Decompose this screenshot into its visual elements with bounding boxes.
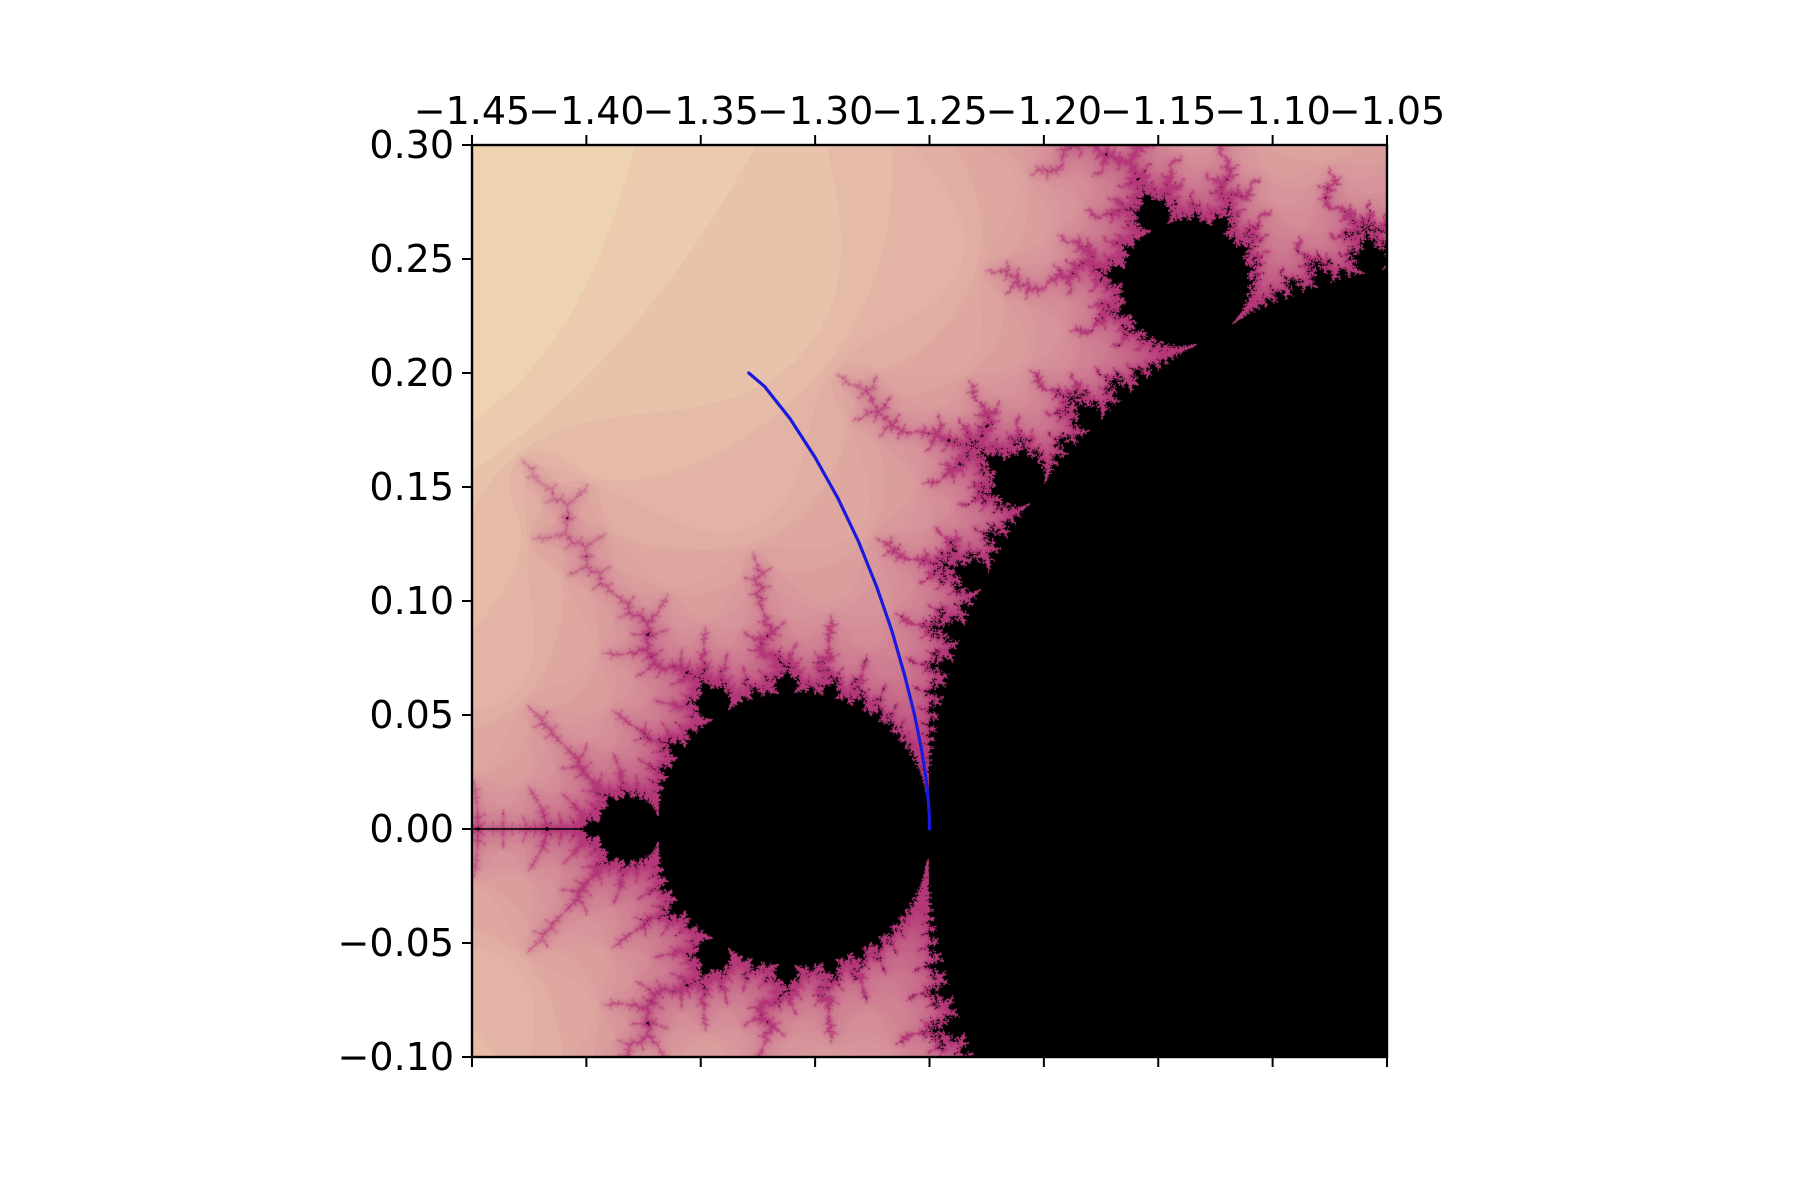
x-tick-label: −1.40	[528, 89, 644, 133]
y-tick-label: 0.20	[369, 351, 454, 395]
y-tick-label: −0.05	[338, 921, 454, 965]
y-tick-label: 0.10	[369, 579, 454, 623]
y-tick-label: 0.15	[369, 465, 454, 509]
plot-area	[470, 143, 1389, 1059]
mandelbrot-raster	[472, 145, 1387, 1057]
y-tick-label: −0.10	[338, 1035, 454, 1079]
y-tick-label: 0.25	[369, 237, 454, 281]
mandelbrot-image	[472, 145, 1387, 1057]
y-tick-label: 0.05	[369, 693, 454, 737]
x-tick-label: −1.25	[871, 89, 987, 133]
series-layer	[472, 371, 932, 831]
y-axis: 0.30 0.25 0.20 0.15 0.10 0.05 0.00 −0.05 −0.10	[338, 123, 472, 1079]
y-tick-label: 0.00	[369, 807, 454, 851]
x-tick-label: −1.20	[986, 89, 1102, 133]
x-tick-label: −1.30	[757, 89, 873, 133]
x-tick-label: −1.15	[1100, 89, 1216, 133]
y-tick-label: 0.30	[369, 123, 454, 167]
x-axis: −1.45−1.40−1.35−1.30−1.25−1.20−1.15−1.10…	[414, 89, 1445, 1067]
x-tick-label: −1.10	[1214, 89, 1330, 133]
series-curve	[747, 371, 932, 831]
x-tick-label: −1.45	[414, 89, 530, 133]
x-tick-label: −1.35	[643, 89, 759, 133]
x-tick-label: −1.05	[1329, 89, 1445, 133]
